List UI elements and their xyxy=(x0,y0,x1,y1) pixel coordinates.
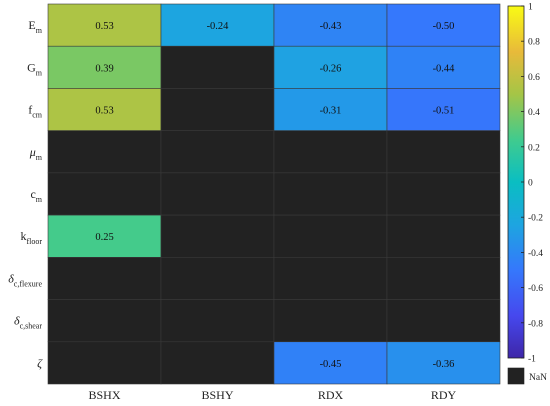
heatmap-cell xyxy=(160,45,275,89)
heatmap-cell xyxy=(273,45,388,89)
heatmap-cell xyxy=(47,3,162,47)
heatmap-cell xyxy=(160,172,275,216)
heatmap-cell xyxy=(47,299,162,343)
cell-value-label: 0.25 xyxy=(95,232,113,243)
heatmap-cell xyxy=(160,299,275,343)
heatmap-cell xyxy=(160,130,275,174)
heatmap-cell xyxy=(386,257,501,300)
heatmap-cell xyxy=(273,299,388,343)
colorbar-tick-label: -0.2 xyxy=(528,214,543,224)
colorbar-tick-label: 0.4 xyxy=(528,108,540,118)
cell-value-label: -0.36 xyxy=(433,359,455,370)
colorbar: 1 0.8 0.6 0.4 0.2 0 -0.2 -0.4 -0.6 -0.8 -1 xyxy=(507,3,543,365)
heatmap-cell xyxy=(160,3,275,47)
cell-value-label: -0.51 xyxy=(433,106,455,117)
colorbar-tick-label: 0 xyxy=(528,179,533,189)
cell-value-label: -0.26 xyxy=(320,63,342,74)
row-labels: Em Gm fcm μm cm kfloor δc,flexure δc,shear ζ xyxy=(8,18,43,370)
colorbar-tick-label: 1 xyxy=(528,3,533,13)
row-label: δc,flexure xyxy=(8,271,42,288)
row-label: δc,shear xyxy=(14,314,42,331)
cell-value-label: -0.31 xyxy=(320,106,342,117)
cell-value-label: -0.44 xyxy=(433,63,456,74)
cell-value-label: 0.39 xyxy=(95,63,113,74)
column-labels: BSHX BSHY RDX RDY xyxy=(88,388,456,402)
row-label: Em xyxy=(28,18,42,35)
colorbar-tick-label: -1 xyxy=(528,355,536,365)
colorbar-tick-label: -0.8 xyxy=(528,319,543,329)
nan-swatch xyxy=(507,367,525,385)
heatmap-cell xyxy=(386,341,501,385)
heatmap-cell xyxy=(386,130,501,174)
cell-value-label: -0.50 xyxy=(433,21,455,32)
cell-value-label: 0.53 xyxy=(95,106,113,117)
heatmap-cell xyxy=(386,172,501,216)
row-label: cm xyxy=(30,187,42,204)
column-label: BSHY xyxy=(201,388,233,402)
column-label: BSHX xyxy=(88,388,120,402)
row-label: fcm xyxy=(28,103,43,120)
row-label: μm xyxy=(29,145,43,162)
row-label: Gm xyxy=(27,60,43,77)
heatmap-cell xyxy=(273,214,388,258)
heatmap-cell xyxy=(160,341,275,385)
heatmap-cell xyxy=(47,130,162,174)
colorbar-tick-label: 0.8 xyxy=(528,38,540,48)
heatmap-cell xyxy=(386,3,501,47)
heatmap-cell xyxy=(47,257,162,300)
column-label: RDX xyxy=(318,388,344,402)
heatmap-cell xyxy=(273,3,388,47)
cell-value-label: -0.45 xyxy=(320,359,342,370)
colorbar-tick-label: -0.6 xyxy=(528,284,543,294)
heatmap-cell xyxy=(47,341,162,385)
heatmap-cell xyxy=(386,214,501,258)
cell-value-label: -0.24 xyxy=(207,21,230,32)
heatmap-cell xyxy=(273,172,388,216)
nan-legend: NaN xyxy=(507,367,547,385)
heatmap-cell xyxy=(160,214,275,258)
colorbar-tick-label: 0.6 xyxy=(528,73,540,83)
heatmap-cell xyxy=(160,88,275,131)
heatmap-cell xyxy=(273,341,388,385)
cell-value-label: -0.43 xyxy=(320,21,342,32)
heatmap-cell xyxy=(47,172,162,216)
heatmap-cell xyxy=(47,88,162,131)
heatmap-cell xyxy=(386,299,501,343)
row-label: kfloor xyxy=(20,229,42,246)
heatmap-cell xyxy=(273,130,388,174)
colorbar-tick-label: 0.2 xyxy=(528,143,540,153)
heatmap-cell xyxy=(47,45,162,89)
heatmap-cell xyxy=(160,257,275,300)
colorbar-tick-label: -0.4 xyxy=(528,249,543,259)
row-label: ζ xyxy=(37,356,43,370)
heatmap-cells: 0.53 -0.24 -0.43 -0.50 0.39 -0.26 -0.44 0.53 -0.… xyxy=(47,3,501,385)
heatmap-cell xyxy=(386,88,501,131)
heatmap-cell xyxy=(273,257,388,300)
cell-value-label: 0.53 xyxy=(95,21,113,32)
nan-label: NaN xyxy=(529,373,547,383)
column-label: RDY xyxy=(431,388,457,402)
